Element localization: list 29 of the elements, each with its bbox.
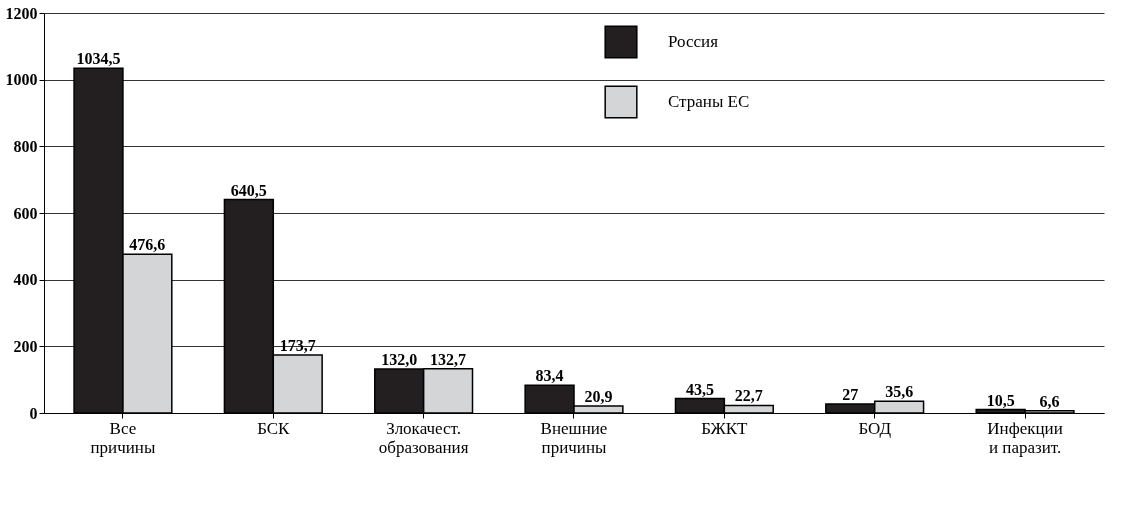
- legend-label: Страны ЕС: [668, 92, 750, 111]
- data-label: 1034,5: [76, 50, 121, 68]
- y-tick-label: 800: [13, 137, 38, 155]
- x-tick-label: БОД: [858, 418, 892, 438]
- data-label: 22,7: [734, 387, 763, 405]
- data-label: 83,4: [535, 367, 564, 385]
- y-tick-label: 1000: [5, 71, 38, 89]
- x-tick-label: Все причины: [90, 418, 156, 457]
- data-label: 27: [842, 386, 859, 403]
- data-label: 132,0: [381, 351, 418, 368]
- y-tick-label: 400: [13, 271, 38, 289]
- data-label: 640,5: [230, 181, 267, 199]
- y-tick-label: 0: [29, 404, 38, 422]
- data-label: 132,7: [430, 350, 467, 368]
- data-label: 10,5: [986, 391, 1015, 409]
- x-tick-label: БСК: [257, 418, 291, 438]
- data-label: 6,6: [1039, 392, 1060, 410]
- y-tick-label: 200: [13, 337, 38, 355]
- x-tick-label: Злокачест. образования: [378, 418, 469, 457]
- data-label: 35,6: [885, 383, 914, 401]
- y-tick-label: 1200: [5, 4, 38, 22]
- x-tick-label: Инфекции и паразит.: [987, 418, 1063, 457]
- data-label: 20,9: [584, 388, 613, 406]
- x-tick-label: Внешние причины: [540, 418, 608, 457]
- y-tick-label: 600: [13, 204, 38, 222]
- x-tick-label: БЖКТ: [701, 418, 749, 438]
- data-label: 476,6: [129, 236, 166, 254]
- legend-label: Россия: [668, 32, 719, 51]
- data-label: 43,5: [685, 380, 714, 398]
